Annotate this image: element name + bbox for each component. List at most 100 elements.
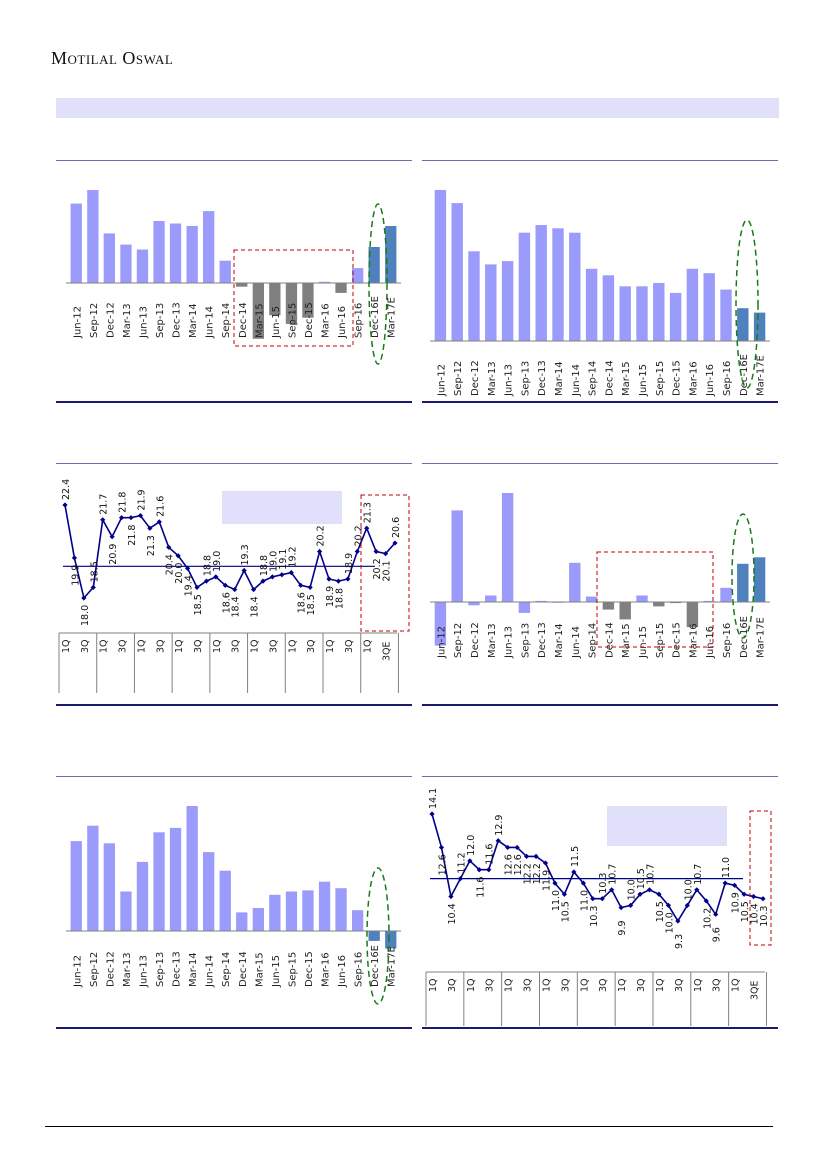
bar-jun-12 [434,190,447,341]
data-point [438,844,445,851]
panel-bottom-rule [56,704,412,706]
bar-sep-16 [352,268,364,283]
x-tick-label: Sep-12 [453,623,464,658]
data-label: 11.0 [551,890,562,911]
x-tick-label: Dec-15 [672,622,683,658]
bar-sep-14 [219,870,231,931]
x-tick-label: Jun-13 [504,626,515,659]
quarter-label: 3Q [118,639,129,653]
x-tick-label: Mar-14 [188,303,199,338]
data-point [90,584,96,591]
x-tick-label: Sep-14 [588,361,599,396]
bar-jun-14 [203,211,215,283]
green-highlight-ellipse [731,513,755,639]
data-point [364,525,370,531]
bar-mar-14 [186,226,198,283]
bar-mar-15 [252,283,264,339]
bar-jun-15 [269,894,281,931]
quarter-label: 3Q [636,978,647,992]
data-point [335,578,342,584]
x-tick-label: Sep-16 [354,303,365,338]
quarter-label: 1Q [325,639,336,653]
bar-dec-15 [669,292,682,341]
x-tick-label: Mar-13 [122,303,133,338]
x-tick-label: Sep-16 [722,623,733,658]
x-tick-label: Jun-12 [436,626,447,659]
x-tick-label: Jun-14 [205,306,216,339]
data-label: 21.9 [136,489,147,510]
bar-sep-12 [87,190,99,283]
data-point [703,898,709,904]
panel-top-rule [422,463,778,464]
x-tick-label: Dec-12 [470,360,481,396]
x-tick-label: Dec-15 [304,302,315,338]
data-point [646,887,653,893]
x-tick-label: Dec-12 [105,302,116,338]
data-point [100,517,106,523]
bar-jun-13 [136,249,149,283]
data-label: 10.9 [731,892,742,913]
bar-chart-3: Jun-12 Sep-12 Dec-12 Mar-13 Jun-13 Sep-13 Dec-… [430,493,770,659]
data-label: 18.8 [334,588,345,609]
bar-sep-14 [585,596,598,603]
data-label: 19.4 [184,575,195,596]
x-tick-label: Jun-15 [638,364,649,397]
bar-mar-17e [385,226,397,283]
x-tick-label: Mar-15 [621,623,632,658]
bar-jun-12 [434,602,447,646]
bar-dec-16e [368,247,380,283]
x-tick-label: Jun-14 [571,364,582,397]
data-label: 18.8 [202,555,213,576]
data-label: 18.4 [250,596,261,617]
panel-top-rule [56,776,412,777]
data-point [62,502,68,508]
bar-dec-15 [302,890,314,931]
data-label: 12.0 [466,835,477,856]
x-tick-label: Sep-13 [520,361,531,396]
brand-logo: Motilal Oswal [51,48,174,68]
red-highlight-box [596,551,714,648]
bar-mar-14 [552,228,564,341]
data-label: 9.6 [712,927,723,942]
panel-bottom-rule [56,401,412,403]
quarter-label: 1Q [466,978,477,992]
bar-dec-12 [103,233,115,283]
x-tick-label: Mar-16 [321,303,332,338]
bar-dec-16e [737,563,749,602]
x-tick-label: Dec-16E [370,296,381,338]
bar-jun-12 [70,203,82,283]
x-tick-label: Sep-16 [722,361,733,396]
bar-mar-17e [753,312,766,341]
footer-rule [45,1126,773,1127]
quarter-label: 3Q [306,639,317,653]
x-tick-label: Sep-15 [655,623,666,658]
data-point [71,555,78,561]
data-label: 11.9 [542,870,553,891]
data-label: 20.4 [165,554,176,575]
x-tick-label: Sep-15 [655,361,666,396]
data-point [345,576,351,582]
x-tick-label: Dec-13 [172,302,183,338]
quarter-label: 3Q [598,978,609,992]
bar-dec-15 [669,602,682,604]
bar-jun-14 [203,852,215,931]
data-point [279,572,285,578]
data-label: 10.5 [636,868,647,889]
data-label: 11.2 [456,852,467,873]
bar-chart-1: Jun-12 Sep-12 Dec-12 Mar-13 Jun-13 Sep-13 Dec-… [66,190,401,365]
x-tick-label: Mar-14 [554,361,565,396]
data-point [213,574,219,580]
data-label: 21.8 [127,525,138,546]
x-tick-label: Sep-13 [155,952,166,987]
data-label: 19.1 [278,549,289,570]
section-banner [56,98,779,118]
bar-dec-12 [468,251,480,341]
x-tick-label: Sep-14 [221,303,232,338]
bar-jun-16 [703,273,715,341]
data-point [684,902,690,908]
bar-sep-16 [720,587,732,602]
quarter-label: 3Q [155,639,166,653]
x-tick-label: Mar-15 [621,361,632,396]
bar-jun-12 [70,841,82,931]
x-tick-label: Sep-12 [89,952,100,987]
